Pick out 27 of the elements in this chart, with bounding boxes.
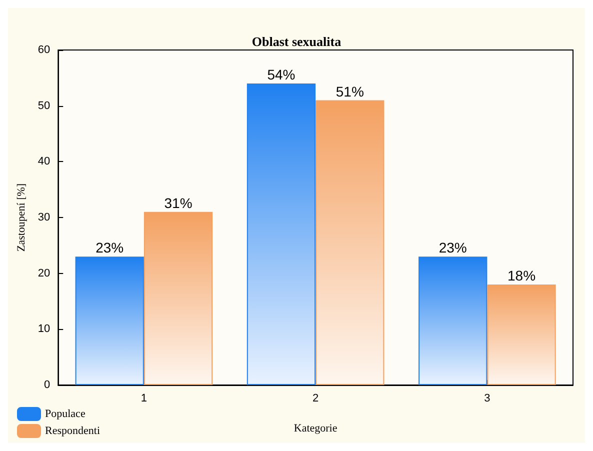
data-label: 23% [438,240,467,256]
y-tick-label: 30 [38,212,50,224]
bar [144,212,213,385]
x-tick-label: 2 [312,392,319,404]
x-axis-title: Kategorie [294,422,338,434]
bar [75,256,144,385]
y-tick-label: 50 [38,100,50,112]
data-label: 18% [508,268,536,284]
chart-title: Oblast sexualita [252,34,342,49]
y-tick-label: 20 [38,267,50,280]
data-label: 54% [267,66,296,82]
bar [487,284,556,385]
data-label: 31% [164,194,192,211]
data-label: 23% [96,240,124,256]
y-tick-label: 0 [44,379,50,391]
legend-label: Populace [45,408,86,420]
bar [316,100,384,385]
y-tick-label: 40 [38,156,50,168]
y-axis-title: Zastoupení [%] [16,183,28,252]
data-label: 51% [336,83,364,100]
x-tick-label: 1 [140,392,148,404]
y-tick-label: 10 [38,323,50,336]
bar [418,256,488,385]
legend-label: Respondenti [45,425,100,437]
bar [246,84,316,385]
x-tick-label: 3 [484,392,490,404]
y-tick-label: 60 [38,44,50,56]
